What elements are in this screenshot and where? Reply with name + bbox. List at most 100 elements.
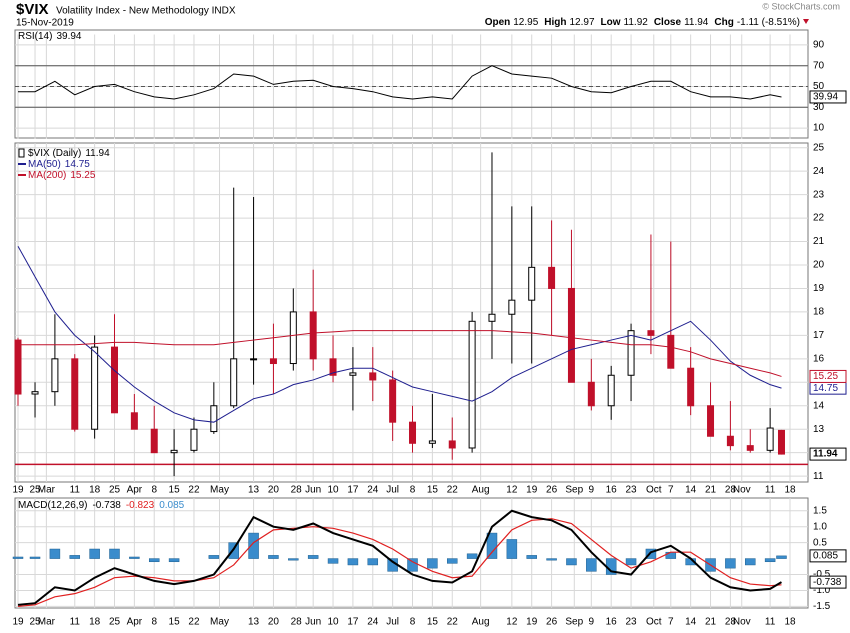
legend-entry: $VIX (Daily) 11.94	[28, 148, 110, 159]
x-tick-label: May	[210, 617, 229, 628]
candle-body	[14, 339, 22, 395]
date: 15-Nov-2019	[16, 18, 74, 29]
rsi-panel	[14, 29, 809, 139]
candle-body	[369, 372, 377, 381]
candle-body	[548, 266, 556, 289]
candle-body	[130, 412, 138, 430]
x-tick-label: 20	[268, 617, 280, 628]
candle-body	[428, 440, 436, 444]
y-tick-label: 21	[813, 236, 825, 247]
x-tick-label: 18	[89, 485, 101, 496]
histogram-bar	[168, 558, 180, 563]
x-tick-label: 15	[169, 485, 181, 496]
histogram-bar	[89, 548, 100, 559]
x-tick-label: Jul	[386, 485, 399, 496]
x-tick-label: 18	[784, 485, 796, 496]
x-tick-label: 14	[685, 617, 697, 628]
histogram-bar	[148, 558, 160, 563]
histogram-bar	[407, 558, 418, 572]
x-tick-label: 19	[526, 485, 538, 496]
histogram-bar	[69, 555, 81, 559]
value-box-label: 14.75	[813, 383, 838, 394]
histogram-bar	[129, 556, 140, 559]
x-tick-label: Aug	[472, 617, 490, 628]
x-tick-label: 28	[291, 617, 303, 628]
value-box	[809, 369, 847, 383]
x-tick-label: Jun	[305, 617, 321, 628]
x-tick-label: 8	[410, 485, 416, 496]
x-tick-label: 8	[151, 617, 157, 628]
histogram-bar	[566, 558, 577, 566]
y-tick-label: 23	[813, 189, 825, 200]
x-tick-label: 14	[685, 485, 697, 496]
histogram-bar	[327, 558, 339, 564]
y-tick-label: -0.5	[813, 569, 831, 580]
candle-body	[409, 421, 417, 444]
histogram-bar	[367, 558, 379, 566]
x-tick-label: 22	[447, 485, 459, 496]
legend-value: 15.25	[70, 170, 95, 181]
x-tick-label: 26	[546, 485, 558, 496]
candle-body	[389, 379, 397, 423]
x-tick-label: Apr	[127, 485, 143, 496]
x-tick-label: Oct	[646, 617, 662, 628]
x-tick-label: 25	[29, 485, 41, 496]
quote-label: Open	[485, 17, 511, 28]
candle-body	[687, 367, 695, 407]
candle-body	[51, 358, 59, 393]
histogram-bar	[506, 539, 518, 559]
candle-body	[468, 320, 476, 449]
candle-body	[71, 358, 79, 430]
quote-label: Low	[601, 17, 621, 28]
histogram-bar	[427, 558, 438, 569]
x-tick-label: 23	[625, 485, 637, 496]
macd-panel	[14, 497, 809, 609]
x-tick-label: 25	[109, 485, 121, 496]
x-tick-label: 22	[188, 617, 200, 628]
legend-name: MA(200)	[28, 170, 66, 181]
x-tick-label: 12	[506, 617, 518, 628]
macd-legend: MACD(12,26,9) -0.738 -0.823 0.085	[18, 500, 185, 511]
y-tick-label: 70	[813, 60, 825, 71]
quote-value: 12.95	[513, 17, 538, 28]
quote-label: High	[544, 17, 566, 28]
value-box	[809, 549, 847, 563]
y-tick-label: 13	[813, 424, 825, 435]
legend-entry: MA(50) 14.75	[28, 159, 90, 170]
quote-value: 12.97	[570, 17, 595, 28]
legend-value: 39.94	[56, 31, 81, 42]
x-tick-label: 25	[29, 617, 41, 628]
histogram-bar	[546, 558, 557, 561]
histogram-bar	[725, 558, 736, 569]
x-tick-label: Oct	[646, 485, 662, 496]
x-tick-label: Jun	[305, 485, 321, 496]
x-tick-label: 13	[248, 485, 260, 496]
legend-value: -0.738	[92, 500, 121, 511]
x-tick-label: Apr	[127, 617, 143, 628]
x-tick-label: 10	[327, 485, 339, 496]
quote: Open 12.95 High 12.97 Low 11.92 Close 11.94 Chg -…	[485, 17, 800, 28]
histogram-bar	[268, 555, 279, 559]
histogram-bar	[645, 548, 657, 559]
x-tick-label: 15	[427, 617, 439, 628]
legend-name: $VIX (Daily)	[28, 148, 81, 159]
x-tick-label: 28	[291, 485, 303, 496]
candle-body	[766, 427, 774, 451]
legend-value: 11.94	[85, 148, 110, 159]
x-tick-label: 25	[109, 617, 121, 628]
y-tick-label: 19	[813, 283, 825, 294]
candle-body	[726, 435, 734, 447]
candle-body	[289, 311, 297, 365]
rsi-line	[18, 65, 782, 100]
rsi-legend: RSI(14) 39.94	[18, 31, 82, 42]
x-tick-label: 9	[589, 617, 595, 628]
y-tick-label: 25	[813, 142, 825, 153]
x-tick-label: 23	[625, 617, 637, 628]
candle-body	[667, 334, 675, 369]
candle-body	[250, 358, 258, 361]
x-tick-label: Sep	[565, 617, 583, 628]
histogram-bar	[776, 555, 787, 559]
x-tick-label: 16	[606, 617, 618, 628]
x-tick-label: 11	[765, 485, 776, 496]
